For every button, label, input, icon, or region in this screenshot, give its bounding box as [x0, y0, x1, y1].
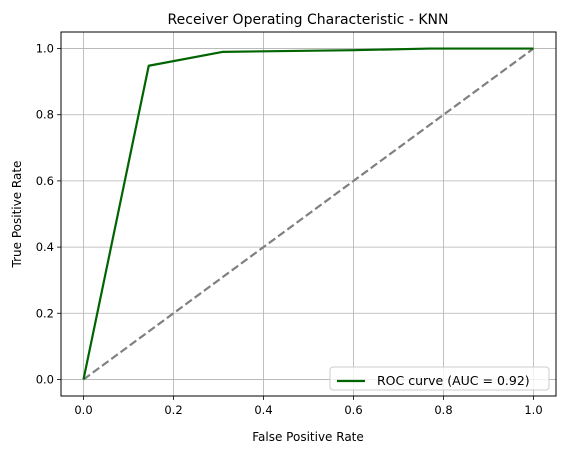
- y-tick-label: 0.2: [36, 306, 54, 320]
- x-axis-label: False Positive Rate: [252, 430, 364, 444]
- plot-frame: [60, 31, 557, 397]
- x-tick-label: 0.2: [164, 403, 182, 417]
- chance-diagonal-line: [82, 47, 535, 381]
- y-tick-label: 0.4: [36, 240, 54, 254]
- legend-box: [329, 366, 550, 391]
- legend: ROC curve (AUC = 0.92): [329, 366, 550, 391]
- y-tick-label: 1.0: [36, 42, 54, 56]
- grid: [61, 32, 556, 396]
- chart-title: Receiver Operating Characteristic - KNN: [168, 12, 449, 28]
- y-axis-label: True Positive Rate: [10, 161, 24, 269]
- x-tick-label: 0.0: [74, 403, 92, 417]
- y-ticks: 0.0 0.2 0.4 0.6 0.8 1.0: [36, 42, 61, 386]
- y-tick-label: 0.6: [36, 174, 54, 188]
- x-tick-label: 0.4: [254, 403, 272, 417]
- x-tick-label: 1.0: [524, 403, 542, 417]
- x-tick-label: 0.8: [434, 403, 452, 417]
- x-ticks: 0.0 0.2 0.4 0.6 0.8 1.0: [74, 396, 543, 417]
- y-tick-label: 0.8: [36, 108, 54, 122]
- series-layer: [82, 47, 535, 381]
- roc-curve-line: [82, 47, 534, 380]
- y-tick-label: 0.0: [36, 372, 54, 386]
- x-tick-label: 0.6: [344, 403, 362, 417]
- legend-label-roc: ROC curve (AUC = 0.92): [377, 373, 530, 388]
